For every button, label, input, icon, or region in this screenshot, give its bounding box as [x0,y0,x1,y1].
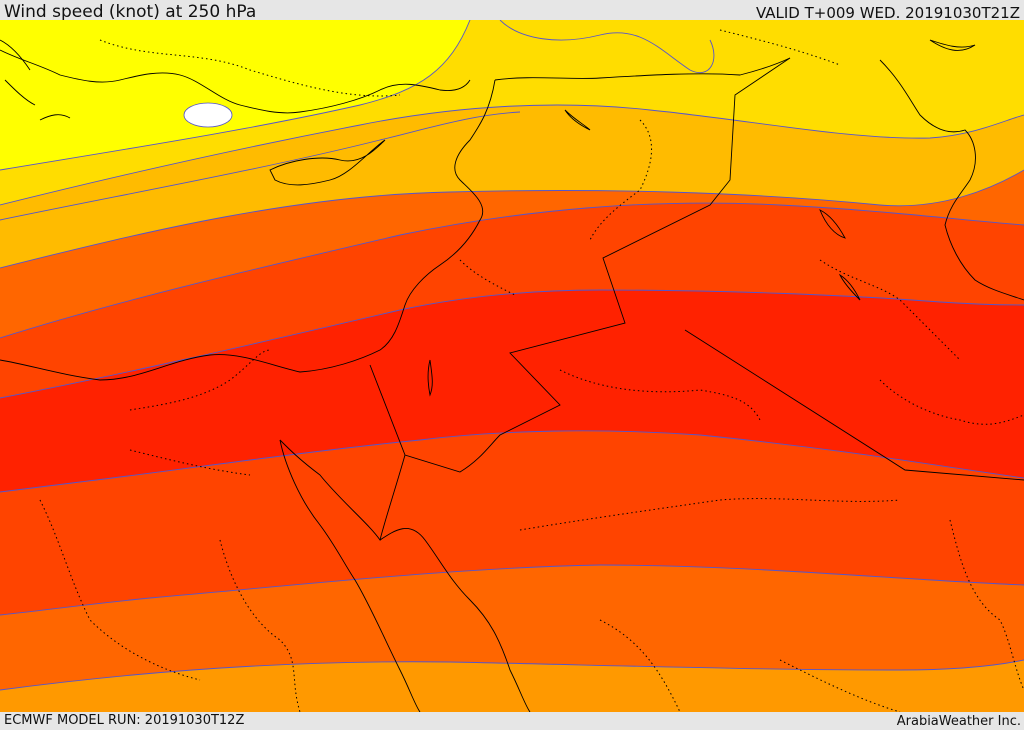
coastlines [0,39,1024,712]
footer-bar: ECMWF MODEL RUN: 20191030T12Z ArabiaWeat… [0,712,1024,729]
provider-credit: ArabiaWeather Inc. [896,714,1021,729]
band-red-core [0,290,1024,492]
map-title: Wind speed (knot) at 250 hPa [4,2,257,22]
band-yellow-gold [0,20,1024,205]
band-gold [0,105,1024,268]
model-run: ECMWF MODEL RUN: 20191030T12Z [4,713,245,728]
title-bar: Wind speed (knot) at 250 hPa VALID T+009… [0,0,1024,22]
map-svg [0,20,1024,712]
band-orange-south [0,660,1024,712]
valid-time: VALID T+009 WED. 20191030T21Z [755,4,1020,22]
low-wind-pocket [183,102,233,128]
band-yellow [0,20,470,170]
wind-speed-map [0,20,1024,712]
speed-contours [0,20,1024,691]
admin-boundaries [39,29,1024,712]
